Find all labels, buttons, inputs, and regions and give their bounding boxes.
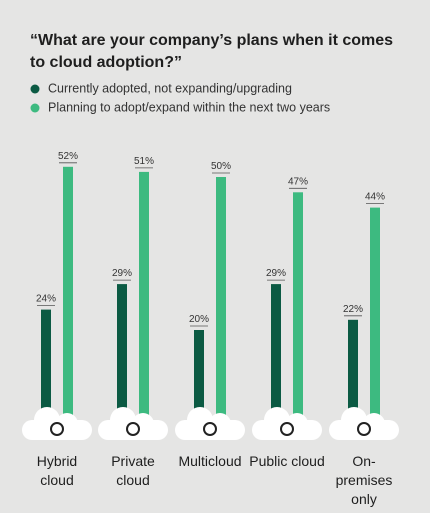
legend-marker: [30, 84, 40, 94]
value-label: 29%: [112, 268, 132, 279]
cloud-shape: [286, 413, 308, 435]
cloud-icon: [357, 422, 371, 436]
value-label: 44%: [365, 192, 385, 203]
cloud-shape: [341, 407, 367, 433]
cloud-badge: [252, 407, 322, 440]
legend-label: Planning to adopt/expand within the next…: [48, 100, 330, 114]
chart-title: “What are your company’s plans when it c…: [30, 32, 394, 71]
bar: [271, 284, 281, 432]
cloud-shape: [363, 413, 385, 435]
legend-label: Currently adopted, not expanding/upgradi…: [48, 81, 292, 95]
value-label: 50%: [211, 161, 231, 172]
bar: [293, 192, 303, 432]
cloud-shape: [187, 407, 213, 433]
bar: [194, 330, 204, 432]
cloud-shape: [110, 407, 136, 433]
bar: [348, 319, 358, 432]
cloud-shape: [34, 407, 60, 433]
cloud-icon: [50, 422, 64, 436]
category-label: Public cloud: [249, 453, 325, 469]
cloud-shape: [209, 413, 231, 435]
cloud-badge: [175, 407, 245, 440]
category-label: Hybrid cloud: [36, 453, 78, 488]
bar: [41, 309, 51, 432]
category-label: Private cloud: [111, 453, 155, 488]
legend-marker: [30, 103, 40, 113]
cloud-icon: [126, 422, 140, 436]
bar: [216, 177, 226, 432]
category-label: Multicloud: [178, 453, 242, 469]
cloud-shape: [132, 413, 154, 435]
bar: [139, 171, 149, 432]
category-label: On-premises only: [335, 453, 393, 507]
cloud-icon: [203, 422, 217, 436]
cloud-shape: [56, 413, 78, 435]
cloud-icon: [280, 422, 294, 436]
value-label: 29%: [266, 268, 286, 279]
value-label: 22%: [343, 304, 363, 315]
cloud-shape: [264, 407, 290, 433]
bar: [117, 284, 127, 432]
cloud-badge: [98, 407, 168, 440]
bar: [370, 207, 380, 432]
value-label: 20%: [189, 314, 209, 325]
value-label: 47%: [288, 176, 308, 187]
cloud-badge: [329, 407, 399, 440]
value-label: 51%: [134, 156, 154, 167]
bar: [63, 166, 73, 433]
value-label: 24%: [36, 294, 56, 305]
cloud-badge: [22, 407, 92, 440]
value-label: 52%: [58, 151, 78, 162]
